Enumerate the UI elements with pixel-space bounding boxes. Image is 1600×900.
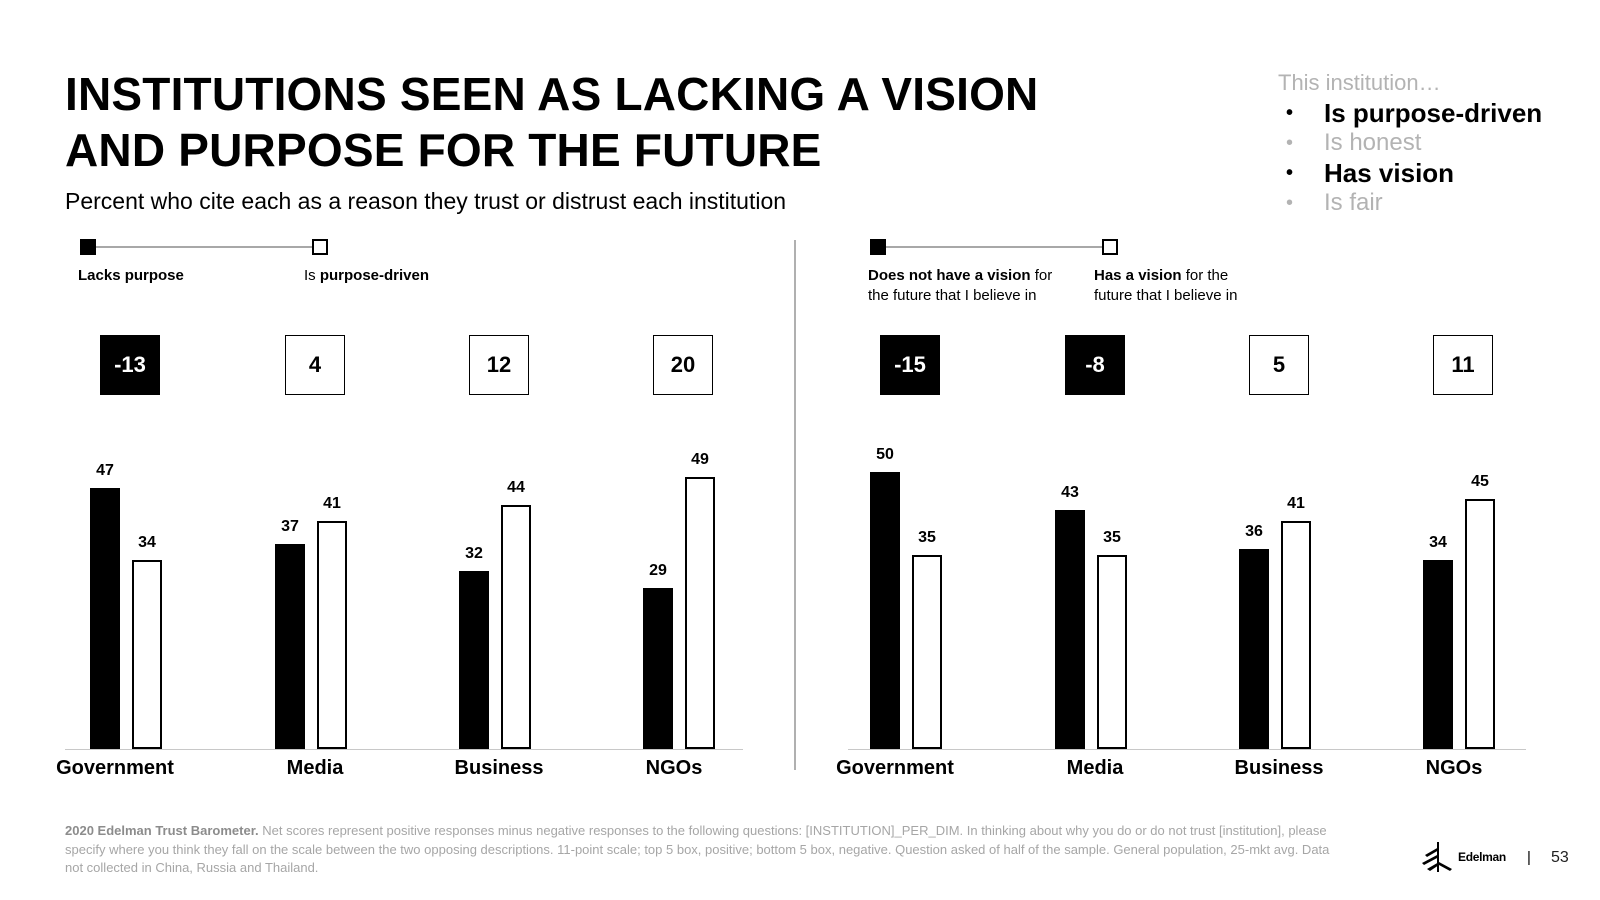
brand-logo: Edelman [1422, 840, 1506, 874]
bar-negative [1055, 510, 1085, 749]
dimension-item: Has vision [1278, 158, 1542, 188]
edelman-logo-icon [1422, 842, 1452, 872]
panel-divider [794, 240, 796, 770]
page-title-line-2: AND PURPOSE FOR THE FUTURE [65, 124, 822, 176]
legend-positive-label: Is purpose-driven [304, 267, 430, 284]
net-score-box: 20 [653, 335, 713, 395]
value-label-negative: 37 [281, 517, 299, 535]
page-number: 53 [1551, 849, 1569, 866]
bar-positive [1097, 554, 1127, 749]
page-title-line-1: INSTITUTIONS SEEN AS LACKING A VISION [65, 68, 1039, 120]
value-label-positive: 34 [138, 534, 156, 552]
bar-negative [870, 471, 900, 749]
category-label: Media [1066, 757, 1124, 779]
net-score-box: -13 [100, 335, 160, 395]
dimension-list: This institution… Is purpose-drivenIs ho… [1278, 70, 1542, 218]
value-label-positive: 45 [1471, 473, 1489, 491]
category-label: NGOs [1425, 757, 1483, 779]
net-score-box: -8 [1065, 335, 1125, 395]
category-label: Media [286, 757, 344, 779]
bar-positive [317, 521, 347, 749]
brand-name: Edelman [1458, 850, 1506, 864]
value-label-negative: 50 [876, 445, 894, 463]
category-label: Business [454, 757, 544, 779]
bar-positive [501, 504, 531, 749]
value-label-positive: 49 [691, 451, 709, 469]
dimension-heading: This institution… [1278, 70, 1441, 95]
net-score-box: 12 [469, 335, 529, 395]
net-score-box: 11 [1433, 335, 1493, 395]
value-label-positive: 35 [1103, 528, 1121, 546]
legend-positive-label: Has a vision for the future that I believ… [1094, 267, 1238, 304]
legend-negative-label: Does not have a vision for the future tha… [868, 267, 1053, 304]
bar-negative [1239, 549, 1269, 749]
legend-positive-swatch [1102, 239, 1118, 255]
legend-negative-swatch [80, 239, 96, 255]
page-subtitle: Percent who cite each as a reason they t… [65, 188, 787, 214]
value-label-negative: 36 [1245, 523, 1263, 541]
value-label-positive: 41 [1287, 495, 1305, 513]
category-label: Government [56, 757, 174, 779]
value-label-negative: 43 [1061, 484, 1079, 502]
category-label: Business [1234, 757, 1324, 779]
footnote-source: 2020 Edelman Trust Barometer. [65, 823, 259, 838]
legend-positive-bold: purpose-driven [319, 267, 430, 284]
bar-negative [643, 588, 673, 749]
bar-positive [132, 560, 162, 749]
legend-positive-swatch [312, 239, 328, 255]
net-score-box: 5 [1249, 335, 1309, 395]
dimension-item: Is fair [1278, 188, 1542, 218]
footnote: 2020 Edelman Trust Barometer. Net scores… [65, 822, 1350, 878]
value-label-negative: 32 [465, 545, 483, 563]
category-label: NGOs [645, 757, 703, 779]
value-label-negative: 29 [649, 562, 667, 580]
bar-positive [912, 554, 942, 749]
value-label-negative: 34 [1429, 534, 1447, 552]
net-score-box: -15 [880, 335, 940, 395]
bar-negative [90, 488, 120, 749]
category-label: Government [836, 757, 954, 779]
legend-connector [886, 246, 1102, 248]
value-label-positive: 35 [918, 528, 936, 546]
footnote-text: Net scores represent positive responses … [65, 823, 1330, 875]
legend-connector [96, 246, 312, 248]
bar-negative [275, 543, 305, 749]
legend-negative-label: Lacks purpose [78, 266, 308, 286]
legend-negative-bold: Does not have a vision [868, 267, 1031, 284]
footer-separator: | [1527, 849, 1531, 866]
net-score-box: 4 [285, 335, 345, 395]
dimension-item: Is purpose-driven [1278, 98, 1542, 128]
value-label-positive: 41 [323, 495, 341, 513]
bar-negative [459, 571, 489, 749]
bar-negative [1423, 560, 1453, 749]
legend-positive-bold: Has a vision [1094, 267, 1182, 284]
bar-positive [1465, 499, 1495, 749]
value-label-positive: 44 [507, 478, 525, 496]
chart-baseline [848, 749, 1526, 750]
bar-positive [685, 477, 715, 749]
legend-negative-bold: Lacks purpose [78, 267, 184, 284]
page-title: INSTITUTIONS SEEN AS LACKING A VISION AN… [65, 66, 1165, 178]
dimension-item: Is honest [1278, 128, 1542, 158]
dimension-items: Is purpose-drivenIs honestHas visionIs f… [1278, 98, 1542, 218]
chart-baseline [65, 749, 743, 750]
legend-negative-swatch [870, 239, 886, 255]
bar-positive [1281, 521, 1311, 749]
value-label-negative: 47 [96, 462, 114, 480]
